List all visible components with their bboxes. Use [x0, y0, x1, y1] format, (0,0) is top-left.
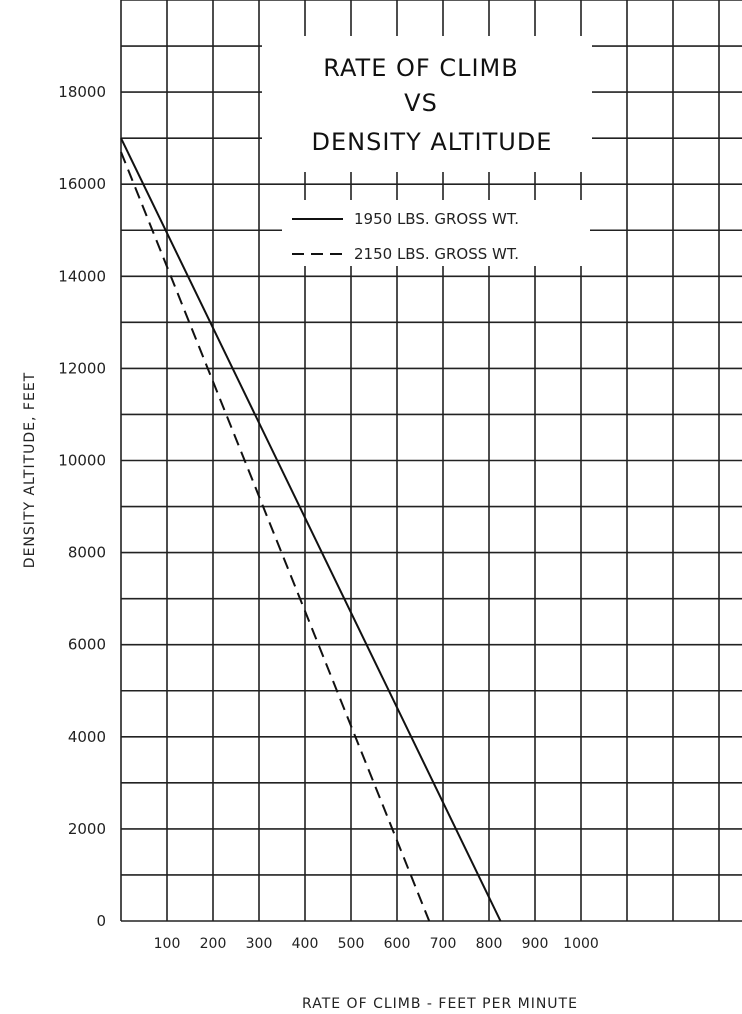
x-tick-label: 600	[384, 936, 411, 952]
x-tick-label: 200	[200, 936, 227, 952]
x-tick-label: 900	[522, 936, 549, 952]
y-tick-label: 10000	[58, 452, 106, 470]
chart-title-line-2: VS	[404, 89, 438, 117]
x-tick-labels: 100 200 300 400 500 600 700 800 900 1000	[154, 936, 599, 952]
y-tick-label: 0	[96, 912, 106, 930]
y-tick-label: 18000	[58, 83, 106, 101]
y-tick-label: 8000	[68, 544, 106, 562]
y-tick-label: 4000	[68, 728, 106, 746]
series-lines	[120, 137, 502, 922]
legend-label-1950: 1950 LBS. GROSS WT.	[354, 210, 519, 228]
title-background	[262, 36, 592, 172]
chart-title-line-3: DENSITY ALTITUDE	[312, 128, 553, 156]
y-tick-label: 14000	[58, 267, 106, 285]
x-axis-title: RATE OF CLIMB - FEET PER MINUTE	[302, 996, 578, 1012]
x-tick-label: 800	[476, 936, 503, 952]
series-line-2150	[120, 151, 431, 922]
y-tick-label: 16000	[58, 175, 106, 193]
y-axis-title: DENSITY ALTITUDE, FEET	[22, 372, 38, 568]
x-tick-label: 100	[154, 936, 181, 952]
y-tick-labels: 0 2000 4000 6000 8000 10000 12000 14000 16000 180…	[58, 83, 106, 930]
x-tick-label: 700	[430, 936, 457, 952]
x-tick-label: 500	[338, 936, 365, 952]
y-tick-label: 2000	[68, 820, 106, 838]
x-tick-label: 400	[292, 936, 319, 952]
y-tick-label: 12000	[58, 359, 106, 377]
legend: 1950 LBS. GROSS WT. 2150 LBS. GROSS WT.	[282, 200, 590, 266]
y-tick-label: 6000	[68, 636, 106, 654]
series-line-1950	[120, 137, 502, 922]
x-tick-label: 1000	[563, 936, 599, 952]
chart-title-line-1: RATE OF CLIMB	[323, 54, 518, 82]
x-tick-label: 300	[246, 936, 273, 952]
legend-label-2150: 2150 LBS. GROSS WT.	[354, 245, 519, 263]
